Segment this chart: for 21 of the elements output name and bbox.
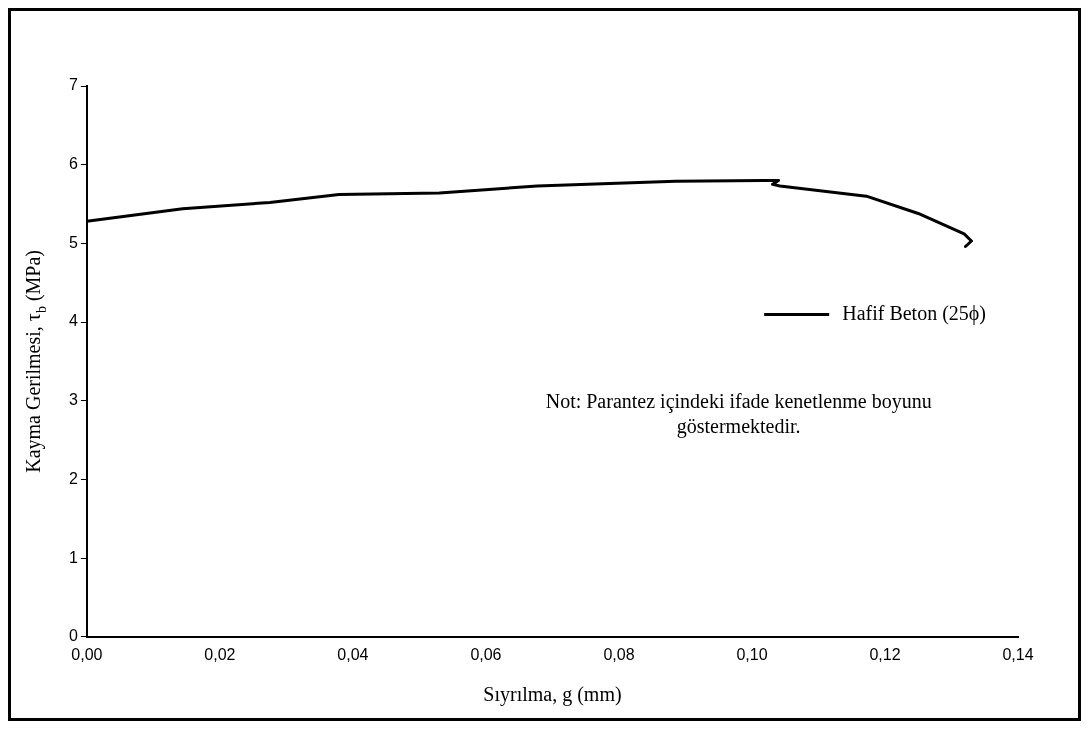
x-tick-label: 0,14 bbox=[1002, 645, 1034, 663]
x-tick-label: 0,00 bbox=[71, 645, 103, 663]
x-axis-title: Sıyrılma, g (mm) bbox=[483, 683, 622, 707]
chart-frame: 0,00 0,02 0,04 0,06 0,08 0,10 0,12 0,14 0 1 2 3 4 5 6 7 Sıyrılma, g (mm) Kayma Gerilmesi, τb (MPa) Hafif Beton (25ϕ) Not: Parantez içindeki ifade kenetlenme boyunu göstermektedir. bbox=[8, 8, 1081, 721]
x-tick-label: 0,12 bbox=[869, 645, 901, 663]
annotation: Not: Parantez içindeki ifade kenetlenme boyunu göstermektedir. bbox=[545, 389, 932, 438]
x-tick-label: 0,06 bbox=[470, 645, 502, 663]
x-tick-label: 0,02 bbox=[204, 645, 236, 663]
y-tick-label: 1 bbox=[68, 548, 78, 566]
y-tick-label: 2 bbox=[68, 469, 78, 487]
y-tick-label: 7 bbox=[68, 76, 78, 94]
y-tick-label: 0 bbox=[68, 627, 78, 645]
y-tick-label: 3 bbox=[68, 391, 78, 409]
x-tick-label: 0,10 bbox=[736, 645, 768, 663]
x-tick-label: 0,04 bbox=[337, 645, 369, 663]
y-tick-label: 6 bbox=[68, 155, 78, 173]
y-tick-label: 4 bbox=[68, 312, 78, 330]
y-axis-title: Kayma Gerilmesi, τb (MPa) bbox=[22, 250, 49, 473]
y-tick-label: 5 bbox=[68, 233, 78, 251]
x-tick-label: 0,08 bbox=[603, 645, 635, 663]
legend-label: Hafif Beton (25ϕ) bbox=[842, 301, 987, 325]
